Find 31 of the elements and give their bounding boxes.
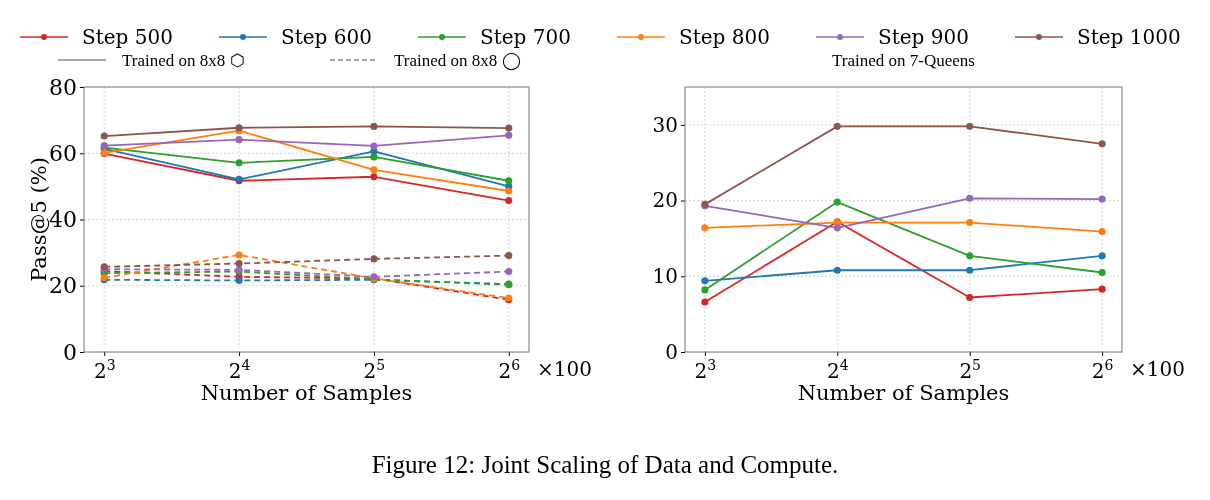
chart-title: Trained on 7-Queens <box>832 51 975 70</box>
text: ×100 <box>1130 357 1185 381</box>
legend-label: Step 600 <box>281 25 372 49</box>
x-tick-label: 2$^{3}$ <box>694 357 717 384</box>
text: ×100 <box>537 357 592 381</box>
y-tick-label: 30 <box>652 112 678 137</box>
x-tick-label: 2$^{5}$ <box>363 357 386 384</box>
legend-label: Step 500 <box>82 25 173 49</box>
y-tick-label: 40 <box>49 207 77 233</box>
y-tick-label: 20 <box>49 273 77 299</box>
legend-label: Step 900 <box>878 25 969 49</box>
y-tick-label: 0 <box>63 339 77 365</box>
legend-label: Step 700 <box>480 25 571 49</box>
text: Trained on 8x8 ⬡ <box>122 51 245 70</box>
caption: Figure 12: Joint Scaling of Data and Compute. <box>371 451 839 478</box>
legend-label: Step 1000 <box>1077 25 1181 49</box>
text: Trained on 8x8 ◯ <box>394 51 521 71</box>
y-tick-label: 0 <box>665 339 678 364</box>
y-tick-label: 60 <box>49 140 77 166</box>
x-axis-title: Number of Samples <box>200 381 413 405</box>
x-tick-label: 2$^{6}$ <box>1091 357 1114 384</box>
x-axis-title: Number of Samples <box>797 381 1010 405</box>
x-tick-label: 2$^{5}$ <box>959 357 982 384</box>
x-tick-label: 2$^{3}$ <box>93 357 116 384</box>
y-tick-label: 10 <box>652 264 678 289</box>
x-tick-label: 2$^{6}$ <box>498 357 521 384</box>
x-tick-label: 2$^{4}$ <box>228 357 251 384</box>
y-tick-label: 20 <box>652 188 678 213</box>
y-tick-label: 80 <box>49 74 77 100</box>
x-tick-label: 2$^{4}$ <box>826 357 849 384</box>
legend-label: Step 800 <box>679 25 770 49</box>
